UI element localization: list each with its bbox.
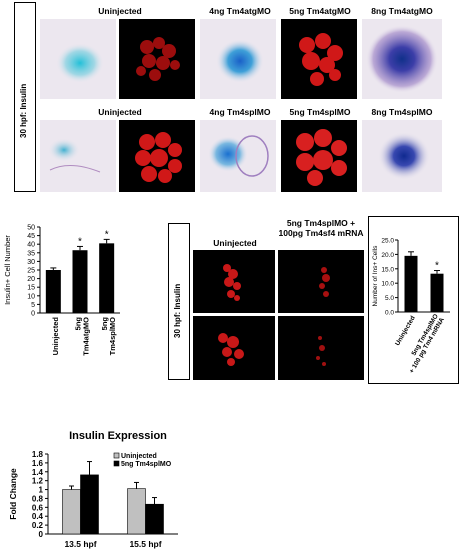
x-tick-label: 15.5 hpf [129,539,161,549]
significance-star: * [435,261,439,272]
chart2-frame [368,216,459,384]
row1-header-uninjected: Uninjected [98,6,142,16]
y-tick-label: 0 [39,530,44,539]
y-tick-label: 40 [27,242,35,249]
panel-c-header-uninjected: Uninjected [213,238,257,248]
y-tick-label: 20 [27,276,35,283]
row1-header-5ng: 5ng Tm4atgMO [289,6,351,16]
legend-swatch [113,460,120,467]
panel-c-frame [168,223,190,380]
bar [45,270,61,313]
row2-header-uninjected: Uninjected [98,107,142,117]
significance-star: * [105,229,109,240]
x-tick-label: Tm4splMO [108,317,117,356]
image-insitu-4ng-spl [200,120,276,192]
legend-label: 5ng Tm4splMO [121,461,172,468]
y-tick-label: 20.0 [381,252,394,259]
row2-header-5ng: 5ng Tm4splMO [289,107,351,117]
bar-morphant [80,474,99,535]
panel-a-side-label: 30 hpf: Insulin [19,83,28,138]
bar [99,243,115,313]
y-tick-label: 15.0 [381,266,394,273]
image-fluor-uninjected-spl [119,120,195,192]
bar [430,273,444,312]
y-axis-label: Number of Ins+ Cells [372,245,379,307]
y-tick-label: 0.8 [32,494,44,503]
panel-c-header-rescue-line1: 5ng Tm4splMO + [286,218,356,228]
x-tick-label: 5ng [74,317,83,331]
y-tick-label: 1.6 [32,459,44,468]
y-tick-label: 25.0 [381,238,394,245]
image-insitu-uninjected-spl [40,120,116,192]
y-tick-label: 1.4 [32,468,44,477]
legend-swatch [113,452,120,459]
image-fluor-5ng-atg [281,19,357,99]
image-insitu-8ng-atg [362,19,442,99]
chart-insulin-expression: Insulin Expression00.20.40.60.811.21.41.… [8,430,178,549]
y-tick-label: 0.6 [32,503,44,512]
y-tick-label: 50 [27,225,35,232]
y-tick-label: 10 [27,293,35,300]
bar-uninjected [62,489,81,535]
bar [404,255,418,312]
y-tick-label: 30 [27,259,35,266]
y-tick-label: 10.0 [381,281,394,288]
panel-c-header-rescue-line2: 100pg Tm4sf4 mRNA [278,228,364,238]
y-axis-label: Fold Change [8,468,18,520]
panel-c-side-label: 30 hpf: Insulin [173,283,182,338]
y-tick-label: 35 [27,250,35,257]
image-insitu-uninjected-atg [40,19,116,99]
x-tick-label: Uninjected [51,317,60,356]
y-tick-label: 45 [27,233,35,240]
bar-morphant [145,503,164,535]
y-tick-label: 0.2 [32,521,44,530]
row1-header-4ng: 4ng Tm4atgMO [209,6,271,16]
row1-header-8ng: 8ng Tm4atgMO [371,6,433,16]
significance-star: * [78,236,82,247]
x-tick-label: 5ng [100,317,109,331]
image-insitu-4ng-atg [200,19,276,99]
y-axis-label: Insulin+ Cell Number [3,235,12,305]
image-fluor-c-uninjected-2 [193,316,275,380]
y-tick-label: 15 [27,285,35,292]
image-fluor-c-rescue-1 [278,250,364,313]
x-tick-label: Tm4atgMO [82,317,91,356]
image-fluor-c-rescue-2 [278,316,364,380]
y-tick-label: 5.0 [385,295,394,302]
x-tick-label: Uninjected [394,315,417,347]
y-tick-label: 0.4 [32,512,44,521]
image-fluor-uninjected-atg [119,19,195,99]
bar [72,250,88,313]
image-insitu-8ng-spl [362,120,442,192]
y-tick-label: 1.8 [32,450,44,459]
chart-title: Insulin Expression [69,430,167,442]
x-tick-label: 13.5 hpf [64,539,96,549]
y-tick-label: 1 [39,486,44,495]
bar-uninjected [127,488,146,535]
row2-header-8ng: 8ng Tm4splMO [371,107,433,117]
panel-a-frame [14,2,36,192]
y-tick-label: 0.0 [385,310,394,317]
image-fluor-c-uninjected-1 [193,250,275,313]
image-fluor-5ng-spl [281,120,357,192]
y-tick-label: 25 [27,268,35,275]
row2-header-4ng: 4ng Tm4splMO [209,107,271,117]
y-tick-label: 0 [31,311,35,318]
y-tick-label: 5 [31,302,35,309]
y-tick-label: 1.2 [32,477,44,486]
legend-label: Uninjected [121,453,157,460]
